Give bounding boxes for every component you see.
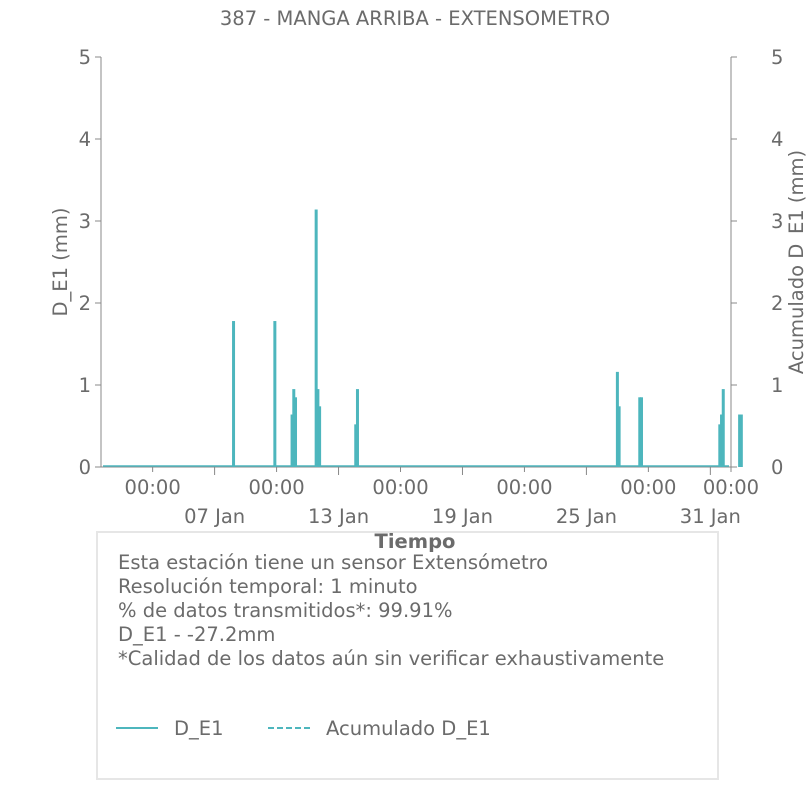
bar [294, 397, 298, 467]
chart-title: 387 - MANGA ARRIBA - EXTENSOMETRO [220, 7, 610, 30]
bar [354, 424, 358, 467]
legend-label-d-e1: D_E1 [174, 716, 224, 740]
bar [617, 406, 621, 467]
bar [739, 414, 743, 467]
bar [292, 389, 296, 467]
x-minor-tick-label: 00:00 [620, 476, 676, 499]
y2-tick-label: 4 [771, 128, 783, 151]
bar [314, 209, 318, 467]
bar [355, 389, 359, 467]
y-tick-label: 1 [79, 374, 91, 397]
x-major-tick-label: 19 Jan [432, 505, 493, 528]
bar [273, 321, 277, 467]
y-axis-label: D_E1 (mm) [49, 208, 72, 317]
y2-axis-label: Acumulado D_E1 (mm) [785, 150, 806, 374]
y-tick-label: 5 [79, 46, 91, 69]
x-major-tick-label: 25 Jan [556, 505, 617, 528]
series-d-e1 [103, 209, 743, 467]
x-major-tick-label: 31 Jan [680, 505, 741, 528]
x-minor-tick-label: 00:00 [125, 476, 181, 499]
y-tick-label: 0 [79, 456, 91, 479]
legend-item-acumulado: Acumulado D_E1 [268, 715, 491, 741]
bar [290, 414, 294, 467]
bar [738, 414, 742, 467]
bar [639, 397, 643, 467]
info-line-transmitted: % de datos transmitidos*: 99.91% [118, 599, 453, 622]
plot-area [100, 57, 732, 468]
legend-item-d-e1: D_E1 [116, 715, 224, 741]
bar [316, 389, 320, 467]
bar [718, 424, 722, 467]
x-major-tick-label: 07 Jan [184, 505, 245, 528]
info-line-resolution: Resolución temporal: 1 minuto [118, 575, 418, 598]
y-tick-label: 3 [79, 210, 91, 233]
x-major-tick-label: 13 Jan [308, 505, 369, 528]
y2-tick-label: 5 [771, 46, 783, 69]
info-line-sensor: Esta estación tiene un sensor Extensómet… [118, 551, 549, 574]
y-axis-ticks: 0 1 2 3 4 5 [79, 46, 101, 479]
y2-axis-ticks: 0 1 2 3 4 5 [731, 46, 783, 479]
bar [721, 389, 725, 467]
bar [720, 414, 724, 467]
x-minor-tick-label: 00:00 [248, 476, 304, 499]
legend-swatch-dashed [268, 727, 310, 729]
info-box: Esta estación tiene un sensor Extensómet… [96, 531, 719, 780]
legend-swatch-solid [116, 727, 158, 729]
y2-tick-label: 1 [771, 374, 783, 397]
y2-tick-label: 0 [771, 456, 783, 479]
y2-tick-label: 3 [771, 210, 783, 233]
bar [318, 406, 322, 467]
x-minor-tick-label: 00:00 [496, 476, 552, 499]
legend-label-acumulado: Acumulado D_E1 [326, 716, 491, 740]
x-minor-tick-label: 00:00 [703, 476, 759, 499]
bar [232, 321, 236, 467]
x-minor-tick-label: 00:00 [372, 476, 428, 499]
y-tick-label: 2 [79, 292, 91, 315]
info-line-value: D_E1 - -27.2mm [118, 623, 276, 646]
y-tick-label: 4 [79, 128, 91, 151]
bar [638, 397, 642, 467]
y2-tick-label: 2 [771, 292, 783, 315]
info-line-quality: *Calidad de los datos aún sin verificar … [118, 647, 665, 670]
bar [615, 371, 619, 467]
